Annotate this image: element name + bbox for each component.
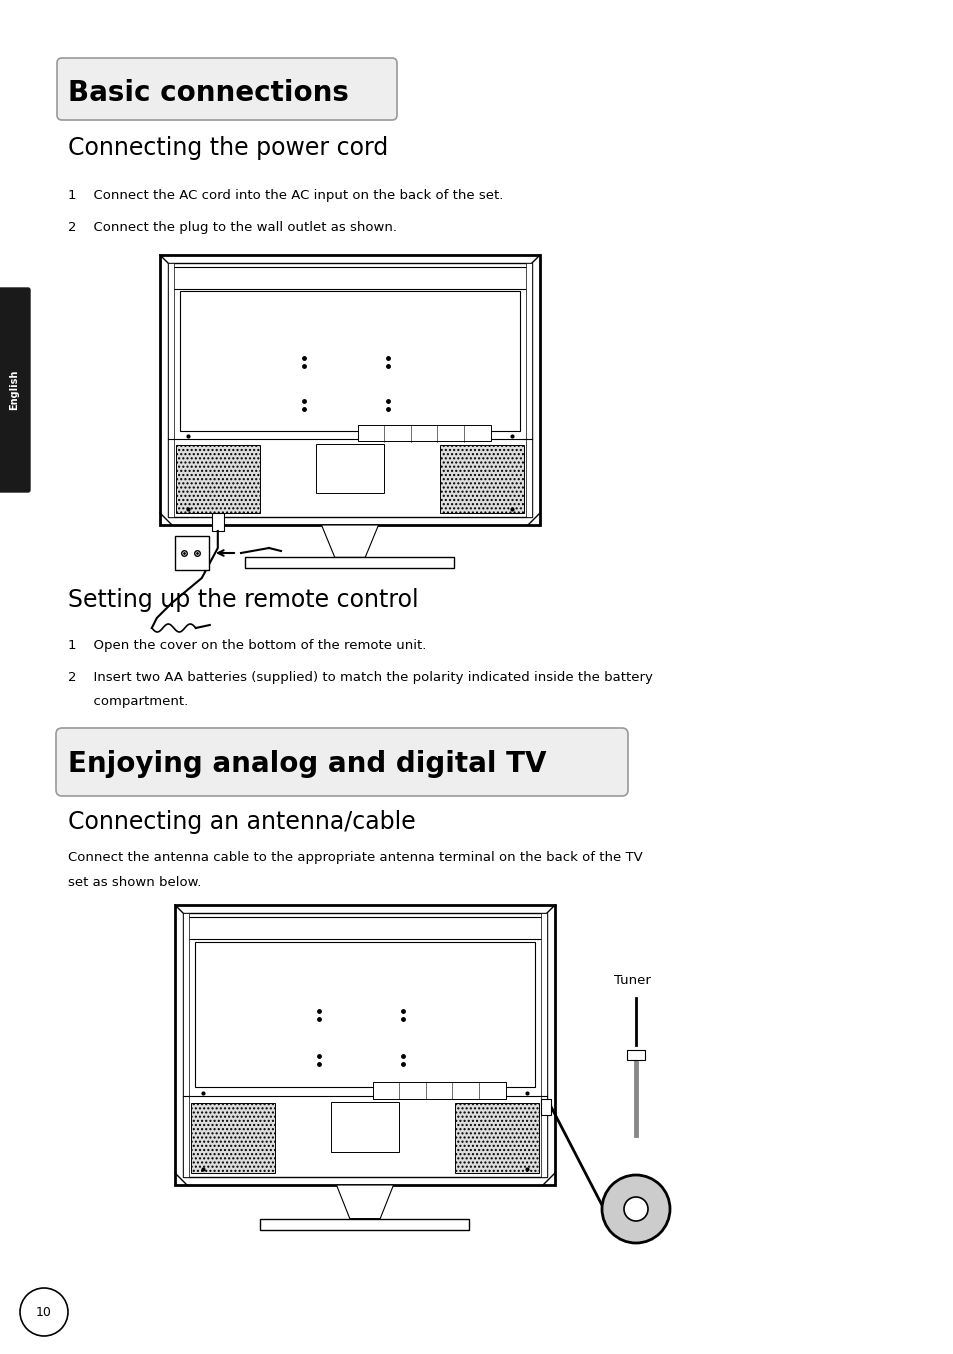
Bar — [183, 913, 546, 1177]
Bar — [175, 445, 259, 513]
Text: 2    Connect the plug to the wall outlet as shown.: 2 Connect the plug to the wall outlet as… — [68, 222, 396, 234]
Bar — [373, 1082, 505, 1099]
Bar — [194, 942, 535, 1087]
Text: 2    Insert two AA batteries (supplied) to match the polarity indicated inside t: 2 Insert two AA batteries (supplied) to … — [68, 672, 652, 685]
Bar — [170, 267, 530, 288]
Bar — [540, 913, 546, 1177]
Bar — [168, 263, 173, 517]
Polygon shape — [321, 525, 378, 558]
Text: 1    Connect the AC cord into the AC input on the back of the set.: 1 Connect the AC cord into the AC input … — [68, 190, 503, 203]
Bar — [212, 513, 224, 531]
FancyBboxPatch shape — [0, 288, 30, 492]
Text: 1    Open the cover on the bottom of the remote unit.: 1 Open the cover on the bottom of the re… — [68, 639, 426, 653]
Polygon shape — [336, 1185, 393, 1219]
FancyBboxPatch shape — [56, 728, 627, 796]
Bar — [260, 1219, 469, 1229]
FancyBboxPatch shape — [57, 58, 396, 121]
Bar — [357, 425, 490, 441]
Bar — [245, 558, 454, 569]
Bar — [540, 1098, 551, 1114]
Text: English: English — [9, 370, 19, 410]
Circle shape — [623, 1197, 647, 1221]
Bar — [168, 263, 532, 517]
Bar — [191, 1104, 274, 1173]
Bar — [315, 444, 384, 493]
Bar — [440, 445, 523, 513]
Bar — [180, 291, 519, 431]
Text: Connect the antenna cable to the appropriate antenna terminal on the back of the: Connect the antenna cable to the appropr… — [68, 852, 642, 864]
Text: set as shown below.: set as shown below. — [68, 876, 201, 888]
Text: Enjoying analog and digital TV: Enjoying analog and digital TV — [68, 750, 546, 779]
Text: Basic connections: Basic connections — [68, 79, 349, 107]
Bar — [455, 1104, 538, 1173]
Text: Connecting an antenna/cable: Connecting an antenna/cable — [68, 810, 416, 834]
Text: Setting up the remote control: Setting up the remote control — [68, 588, 418, 612]
Bar — [185, 917, 544, 940]
Bar — [174, 536, 209, 570]
Text: Tuner: Tuner — [614, 974, 650, 987]
Circle shape — [601, 1175, 669, 1243]
Bar — [525, 263, 532, 517]
Text: compartment.: compartment. — [68, 696, 188, 708]
Text: 10: 10 — [36, 1305, 51, 1319]
Bar — [183, 913, 189, 1177]
Bar — [160, 255, 539, 525]
Bar — [331, 1102, 398, 1152]
Bar — [174, 904, 555, 1185]
Text: Connecting the power cord: Connecting the power cord — [68, 135, 388, 160]
Bar — [626, 1049, 644, 1060]
